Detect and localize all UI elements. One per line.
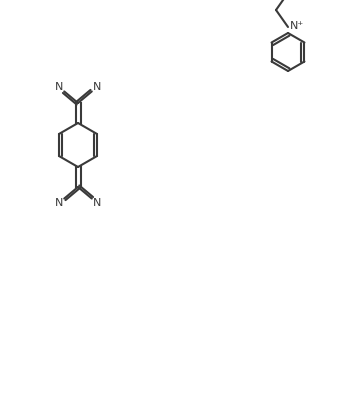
Text: N: N [55, 198, 63, 208]
Text: N: N [93, 82, 101, 92]
Text: N: N [55, 82, 63, 92]
Text: N⁺: N⁺ [290, 21, 304, 31]
Text: N: N [93, 198, 101, 208]
